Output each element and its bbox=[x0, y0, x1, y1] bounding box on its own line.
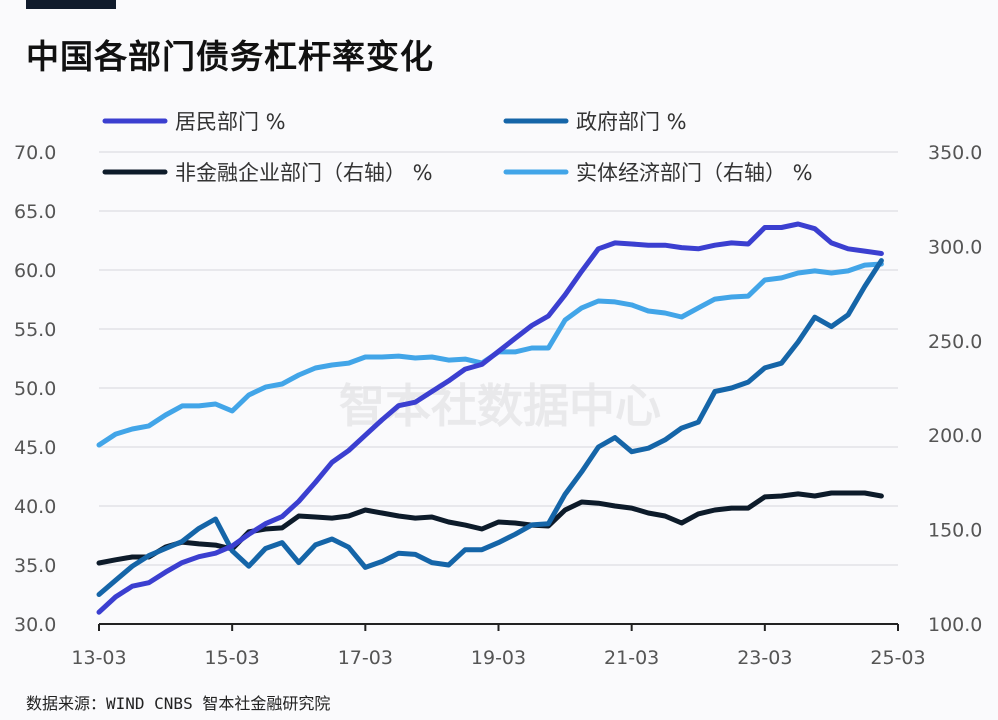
right-tick-label: 250.0 bbox=[928, 331, 982, 353]
left-tick-label: 35.0 bbox=[14, 555, 56, 577]
x-tick-label: 13-03 bbox=[71, 647, 126, 669]
x-axis: 13-03 15-03 17-03 19-03 21-03 23-03 25-03 bbox=[71, 623, 926, 669]
left-tick-label: 65.0 bbox=[14, 201, 56, 223]
legend-label: 实体经济部门（右轴） % bbox=[576, 161, 813, 185]
left-tick-label: 60.0 bbox=[14, 260, 56, 282]
x-tick-label: 25-03 bbox=[870, 647, 925, 669]
source-note: 数据来源：WIND CNBS 智本社金融研究院 bbox=[26, 694, 331, 713]
watermark: 智本社数据中心 bbox=[339, 379, 661, 433]
legend-label: 非金融企业部门（右轴） % bbox=[175, 161, 433, 185]
right-tick-label: 350.0 bbox=[928, 142, 982, 164]
left-axis-ticks: 30.0 35.0 40.0 45.0 50.0 55.0 60.0 65.0 70.0 bbox=[14, 142, 56, 636]
series-line-0 bbox=[96, 221, 884, 615]
x-tick-label: 23-03 bbox=[737, 647, 792, 669]
right-axis-ticks: 100.0 150.0 200.0 250.0 300.0 350.0 bbox=[928, 142, 982, 636]
chart-title: 中国各部门债务杠杆率变化 bbox=[26, 37, 434, 76]
left-tick-label: 40.0 bbox=[14, 496, 56, 518]
title-accent-bar bbox=[26, 0, 116, 9]
left-tick-label: 30.0 bbox=[14, 614, 56, 636]
left-tick-label: 55.0 bbox=[14, 319, 56, 341]
gridlines bbox=[99, 151, 898, 566]
right-tick-label: 300.0 bbox=[928, 236, 982, 258]
x-tick-label: 21-03 bbox=[604, 647, 659, 669]
right-tick-label: 100.0 bbox=[928, 614, 982, 636]
x-tick-label: 15-03 bbox=[205, 647, 260, 669]
left-tick-label: 70.0 bbox=[14, 142, 56, 164]
left-tick-label: 50.0 bbox=[14, 378, 56, 400]
right-tick-label: 150.0 bbox=[928, 520, 982, 542]
series-lines bbox=[96, 221, 884, 615]
left-tick-label: 45.0 bbox=[14, 437, 56, 459]
legend-label: 政府部门 % bbox=[576, 110, 687, 134]
legend: 居民部门 % 政府部门 % 非金融企业部门（右轴） % 实体经济部门（右轴） % bbox=[102, 110, 813, 185]
x-tick-label: 19-03 bbox=[471, 647, 526, 669]
x-tick-label: 17-03 bbox=[338, 647, 393, 669]
legend-label: 居民部门 % bbox=[175, 110, 286, 134]
right-tick-label: 200.0 bbox=[928, 425, 982, 447]
